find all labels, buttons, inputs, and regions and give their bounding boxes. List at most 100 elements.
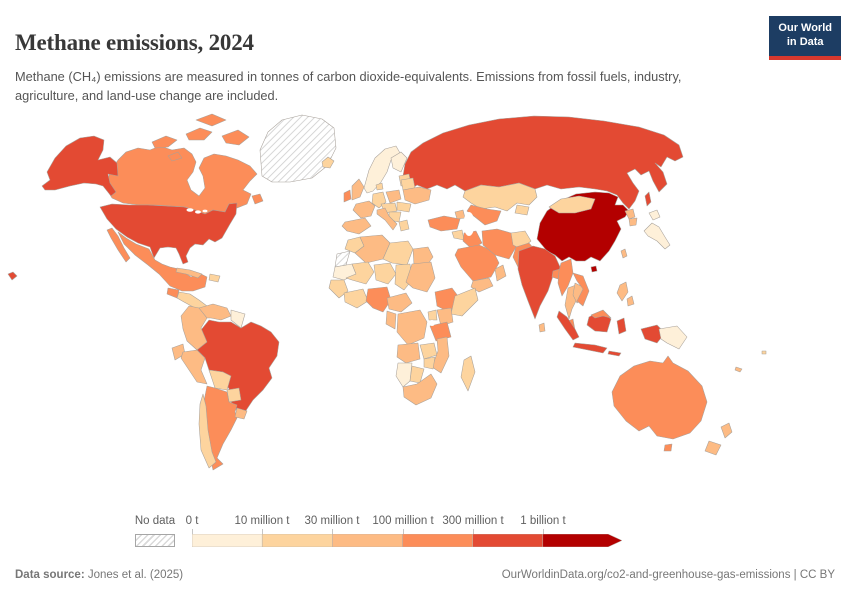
country-uganda[interactable] xyxy=(427,309,438,321)
legend-bin-segment-3[interactable] xyxy=(402,534,473,547)
country-japan-honshu[interactable] xyxy=(643,222,671,250)
country-syria[interactable] xyxy=(451,229,465,241)
country-canada-arctic-island-2[interactable] xyxy=(185,127,213,141)
country-saudi-arabia[interactable] xyxy=(454,244,500,282)
country-namibia[interactable] xyxy=(395,362,413,388)
country-nigeria[interactable] xyxy=(365,286,392,313)
country-australia-tasmania[interactable] xyxy=(663,443,673,452)
country-senegal-guinea[interactable] xyxy=(328,279,349,299)
country-paraguay[interactable] xyxy=(226,387,242,403)
country-new-caledonia[interactable] xyxy=(734,366,743,373)
country-australia[interactable] xyxy=(611,355,708,440)
country-mali[interactable] xyxy=(345,261,375,285)
country-greenland[interactable] xyxy=(259,114,337,183)
legend-no-data-swatch[interactable] xyxy=(135,534,175,547)
country-cuba[interactable] xyxy=(175,267,203,279)
country-usa-alaska[interactable] xyxy=(41,135,119,197)
country-romania[interactable] xyxy=(396,201,412,213)
country-bangladesh[interactable] xyxy=(551,268,561,280)
country-algeria[interactable] xyxy=(354,234,391,264)
country-russia-sakhalin[interactable] xyxy=(644,191,652,207)
owid-logo[interactable]: Our World in Data xyxy=(769,16,841,60)
country-finland[interactable] xyxy=(390,151,408,173)
country-north-korea[interactable] xyxy=(624,208,636,220)
country-philippines-luzon[interactable] xyxy=(616,281,629,302)
country-fiji[interactable] xyxy=(761,350,767,355)
country-india[interactable] xyxy=(517,245,562,320)
country-canada-newfoundland[interactable] xyxy=(251,193,264,205)
country-oman[interactable] xyxy=(494,264,507,282)
country-congo-gabon[interactable] xyxy=(385,310,397,330)
country-chile[interactable] xyxy=(198,393,217,469)
country-canada-arctic-island-1[interactable] xyxy=(151,135,178,149)
country-mexico-baja[interactable] xyxy=(106,227,131,263)
country-indonesia-sulawesi[interactable] xyxy=(616,317,627,335)
country-canada-arctic-island-3[interactable] xyxy=(221,129,250,146)
country-niger[interactable] xyxy=(373,262,397,285)
country-indonesia-lesser-sunda[interactable] xyxy=(607,350,622,357)
country-drc[interactable] xyxy=(396,309,428,346)
country-ireland[interactable] xyxy=(343,189,352,203)
country-hispaniola[interactable] xyxy=(208,273,221,283)
country-italy[interactable] xyxy=(376,207,398,231)
country-myanmar[interactable] xyxy=(557,258,574,297)
country-bolivia[interactable] xyxy=(208,369,232,391)
legend-bin-segment-0[interactable] xyxy=(192,534,263,547)
country-caucasus[interactable] xyxy=(454,209,466,220)
country-iran[interactable] xyxy=(481,228,517,260)
country-sudan[interactable] xyxy=(405,261,436,293)
country-papua-new-guinea[interactable] xyxy=(658,325,688,350)
country-kyrgyzstan-tajikistan[interactable] xyxy=(514,204,530,216)
country-poland[interactable] xyxy=(385,189,402,204)
country-uruguay[interactable] xyxy=(234,407,248,420)
country-vietnam[interactable] xyxy=(572,272,590,307)
country-indonesia-java[interactable] xyxy=(572,342,608,354)
country-colombia[interactable] xyxy=(180,305,208,351)
country-angola[interactable] xyxy=(396,342,421,364)
country-france[interactable] xyxy=(352,200,376,219)
country-new-zealand-south[interactable] xyxy=(704,440,722,456)
country-south-korea[interactable] xyxy=(628,217,638,227)
country-ukraine[interactable] xyxy=(402,186,432,205)
country-usa-hawaii[interactable] xyxy=(7,271,18,281)
legend-bin-segment-1[interactable] xyxy=(261,534,333,547)
country-mongolia[interactable] xyxy=(548,195,596,214)
country-russia[interactable] xyxy=(402,115,684,210)
country-guyanas[interactable] xyxy=(230,309,246,329)
country-china-hainan[interactable] xyxy=(590,265,598,273)
country-turkey[interactable] xyxy=(427,215,461,232)
country-taiwan[interactable] xyxy=(620,248,628,259)
country-peru[interactable] xyxy=(180,349,208,385)
country-zimbabwe[interactable] xyxy=(423,356,436,370)
country-kazakhstan[interactable] xyxy=(462,182,538,212)
country-usa[interactable] xyxy=(99,202,238,265)
country-greece[interactable] xyxy=(398,219,410,232)
country-yemen[interactable] xyxy=(470,277,494,293)
country-zambia[interactable] xyxy=(419,342,438,360)
country-south-africa[interactable] xyxy=(402,373,438,406)
country-mozambique[interactable] xyxy=(431,336,450,374)
country-guatemala[interactable] xyxy=(166,287,180,299)
country-venezuela[interactable] xyxy=(198,303,232,321)
country-west-africa[interactable] xyxy=(343,288,369,309)
country-tanzania[interactable] xyxy=(429,321,452,342)
country-cameroon[interactable] xyxy=(386,292,413,313)
country-iceland[interactable] xyxy=(321,156,335,169)
country-mexico[interactable] xyxy=(117,231,208,292)
country-kenya[interactable] xyxy=(436,307,454,327)
footer-citation-link[interactable]: OurWorldinData.org/co2-and-greenhouse-ga… xyxy=(501,569,791,581)
country-denmark[interactable] xyxy=(375,182,384,191)
country-uzbekistan-turkmenistan[interactable] xyxy=(466,204,502,226)
country-canada-arctic-island-5[interactable] xyxy=(167,151,183,162)
legend-bin-segment-4[interactable] xyxy=(472,534,544,547)
country-sri-lanka[interactable] xyxy=(538,322,546,333)
legend-bin-segment-2[interactable] xyxy=(332,534,403,547)
country-indonesia-sumatra[interactable] xyxy=(556,310,580,341)
country-malaysia-borneo[interactable] xyxy=(590,309,612,319)
country-canada-arctic-island-4[interactable] xyxy=(195,113,227,127)
country-madagascar[interactable] xyxy=(460,355,476,392)
country-new-zealand-north[interactable] xyxy=(720,422,733,439)
country-iberia[interactable] xyxy=(341,217,372,235)
country-philippines-mindanao[interactable] xyxy=(626,295,635,307)
country-uk[interactable] xyxy=(351,178,365,201)
